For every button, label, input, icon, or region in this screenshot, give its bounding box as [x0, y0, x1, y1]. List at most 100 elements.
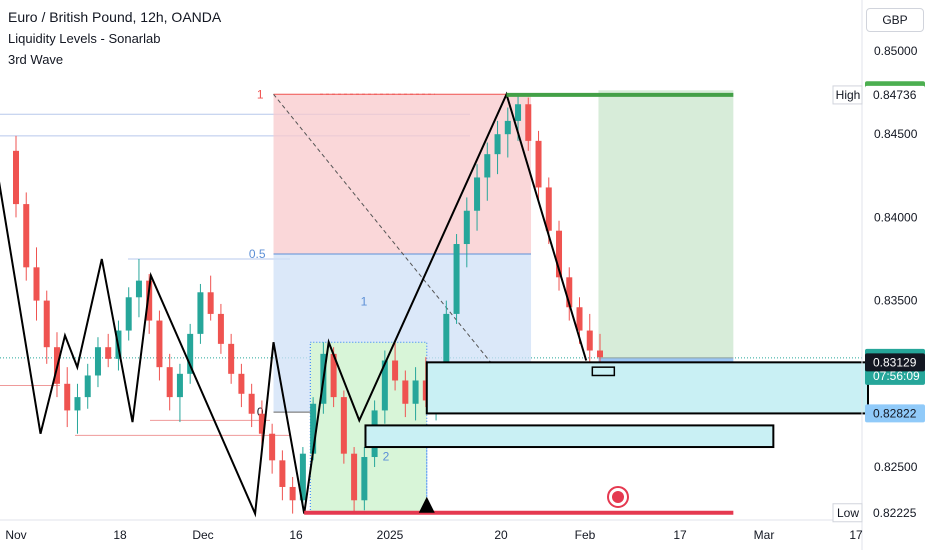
candle-body: [125, 297, 132, 331]
price-label-badge: [865, 85, 925, 104]
candle-body: [556, 230, 563, 278]
time-tick-label: 16: [289, 528, 303, 542]
triangle-up-icon: [418, 496, 435, 513]
time-tick-label: 17: [673, 528, 687, 542]
candle-body: [176, 373, 183, 398]
candle-body: [238, 373, 245, 394]
price-tick-label: 0.83500: [874, 294, 918, 308]
price-tick-label: 0.84500: [874, 127, 918, 141]
fib-retracement-drawing[interactable]: 1 0.5 0 1 2: [249, 87, 532, 515]
price-label-text: 0.82225: [873, 506, 917, 520]
indicator-third-wave[interactable]: 3rd Wave: [8, 52, 64, 67]
time-tick-label: 20: [494, 528, 508, 542]
price-label-text: 07:56:09: [873, 369, 920, 383]
candle-body: [525, 104, 532, 141]
candle-body: [381, 360, 388, 411]
candle-body: [412, 380, 419, 404]
take-profit-zone[interactable]: [598, 90, 734, 358]
price-tag-text: High: [836, 88, 861, 102]
candle-body: [545, 187, 552, 231]
candle-body: [351, 453, 358, 501]
zigzag-wave-line: [0, 91, 588, 518]
candle-body: [207, 292, 214, 314]
wave-label-2: 2: [383, 449, 390, 463]
price-label-badge: [865, 353, 925, 372]
candle-body: [94, 347, 101, 376]
candle-body: [484, 154, 491, 178]
candle-body: [566, 277, 573, 308]
time-tick-label: 2025: [377, 528, 404, 542]
candle-body: [361, 457, 368, 501]
fib-zone-upper: [273, 94, 532, 255]
price-tag-text: Low: [837, 506, 859, 520]
candle-body: [494, 134, 501, 155]
event-flag-icon: [612, 490, 624, 503]
candle-body: [23, 204, 30, 268]
price-label-text: 0.82822: [873, 406, 917, 420]
time-tick-label: 17: [849, 528, 863, 542]
candle-body: [43, 300, 50, 348]
currency-unit-button[interactable]: GBP: [866, 8, 924, 32]
time-tick-label: Mar: [754, 528, 775, 542]
zigzag-line: [0, 91, 588, 518]
candle-body: [74, 397, 81, 411]
candle-body: [576, 307, 583, 331]
candle-body: [474, 177, 481, 211]
candle-body: [310, 403, 317, 454]
candle-body: [248, 393, 255, 414]
liquidity-zone-lower[interactable]: [364, 424, 775, 449]
liquidity-marker[interactable]: [591, 366, 616, 377]
liquidity-zones[interactable]: [304, 92, 869, 515]
time-tick-label: Nov: [5, 528, 26, 542]
candle-body: [515, 104, 522, 121]
fib-trend-line: [273, 93, 532, 413]
price-tick-label: 0.82500: [874, 460, 918, 474]
price-tick-label: 0.85000: [874, 44, 918, 58]
candle-body: [443, 313, 450, 391]
time-tick-label: Feb: [575, 528, 596, 542]
price-tag-badge: [832, 503, 863, 523]
candle-body: [453, 244, 460, 314]
symbol-title[interactable]: Euro / British Pound, 12h, OANDA: [8, 9, 222, 25]
candle-body: [463, 210, 470, 245]
candle-body: [340, 397, 347, 454]
candle-body: [586, 330, 593, 351]
candle-body: [289, 486, 296, 501]
candle-body: [217, 313, 224, 344]
candle-body: [392, 360, 399, 381]
time-tick-label: 18: [113, 528, 127, 542]
candle-body: [197, 292, 204, 334]
candle-body: [166, 367, 173, 398]
fib-label-0.5: 0.5: [249, 247, 266, 261]
fib-label-0: 0: [257, 405, 264, 419]
candle-body: [156, 320, 163, 368]
liquidity-zone-upper[interactable]: [425, 361, 869, 415]
event-flag-icon: [607, 485, 629, 508]
candle-body: [535, 140, 542, 188]
time-tick-label: Dec: [192, 528, 213, 542]
price-label-badge: [865, 366, 925, 385]
candle-body: [228, 343, 235, 374]
price-label-badge: [865, 404, 925, 423]
wave-label-1: 1: [361, 295, 368, 309]
indicator-liquidity-levels[interactable]: Liquidity Levels - Sonarlab: [8, 31, 161, 46]
candle-body: [135, 280, 142, 298]
candle-body: [187, 333, 194, 374]
price-tick-label: 0.84000: [874, 210, 918, 224]
candle-body: [504, 120, 511, 135]
candle-body: [84, 375, 91, 398]
candle-body: [269, 433, 276, 461]
candle-body: [13, 150, 19, 205]
fib-label-1: 1: [257, 87, 264, 101]
candle-body: [105, 347, 112, 359]
candle-body: [258, 413, 265, 434]
candle-body: [279, 460, 286, 487]
candle-body: [330, 353, 337, 398]
candle-body: [33, 267, 40, 301]
candle-body: [597, 350, 603, 358]
candle-body: [402, 380, 409, 404]
price-label-text: 0.84736: [873, 88, 917, 102]
price-tag-badge: [832, 85, 863, 105]
